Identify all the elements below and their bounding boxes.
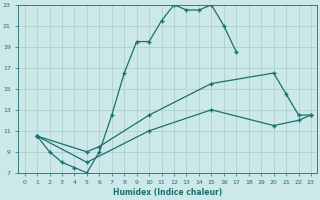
X-axis label: Humidex (Indice chaleur): Humidex (Indice chaleur) bbox=[113, 188, 222, 197]
